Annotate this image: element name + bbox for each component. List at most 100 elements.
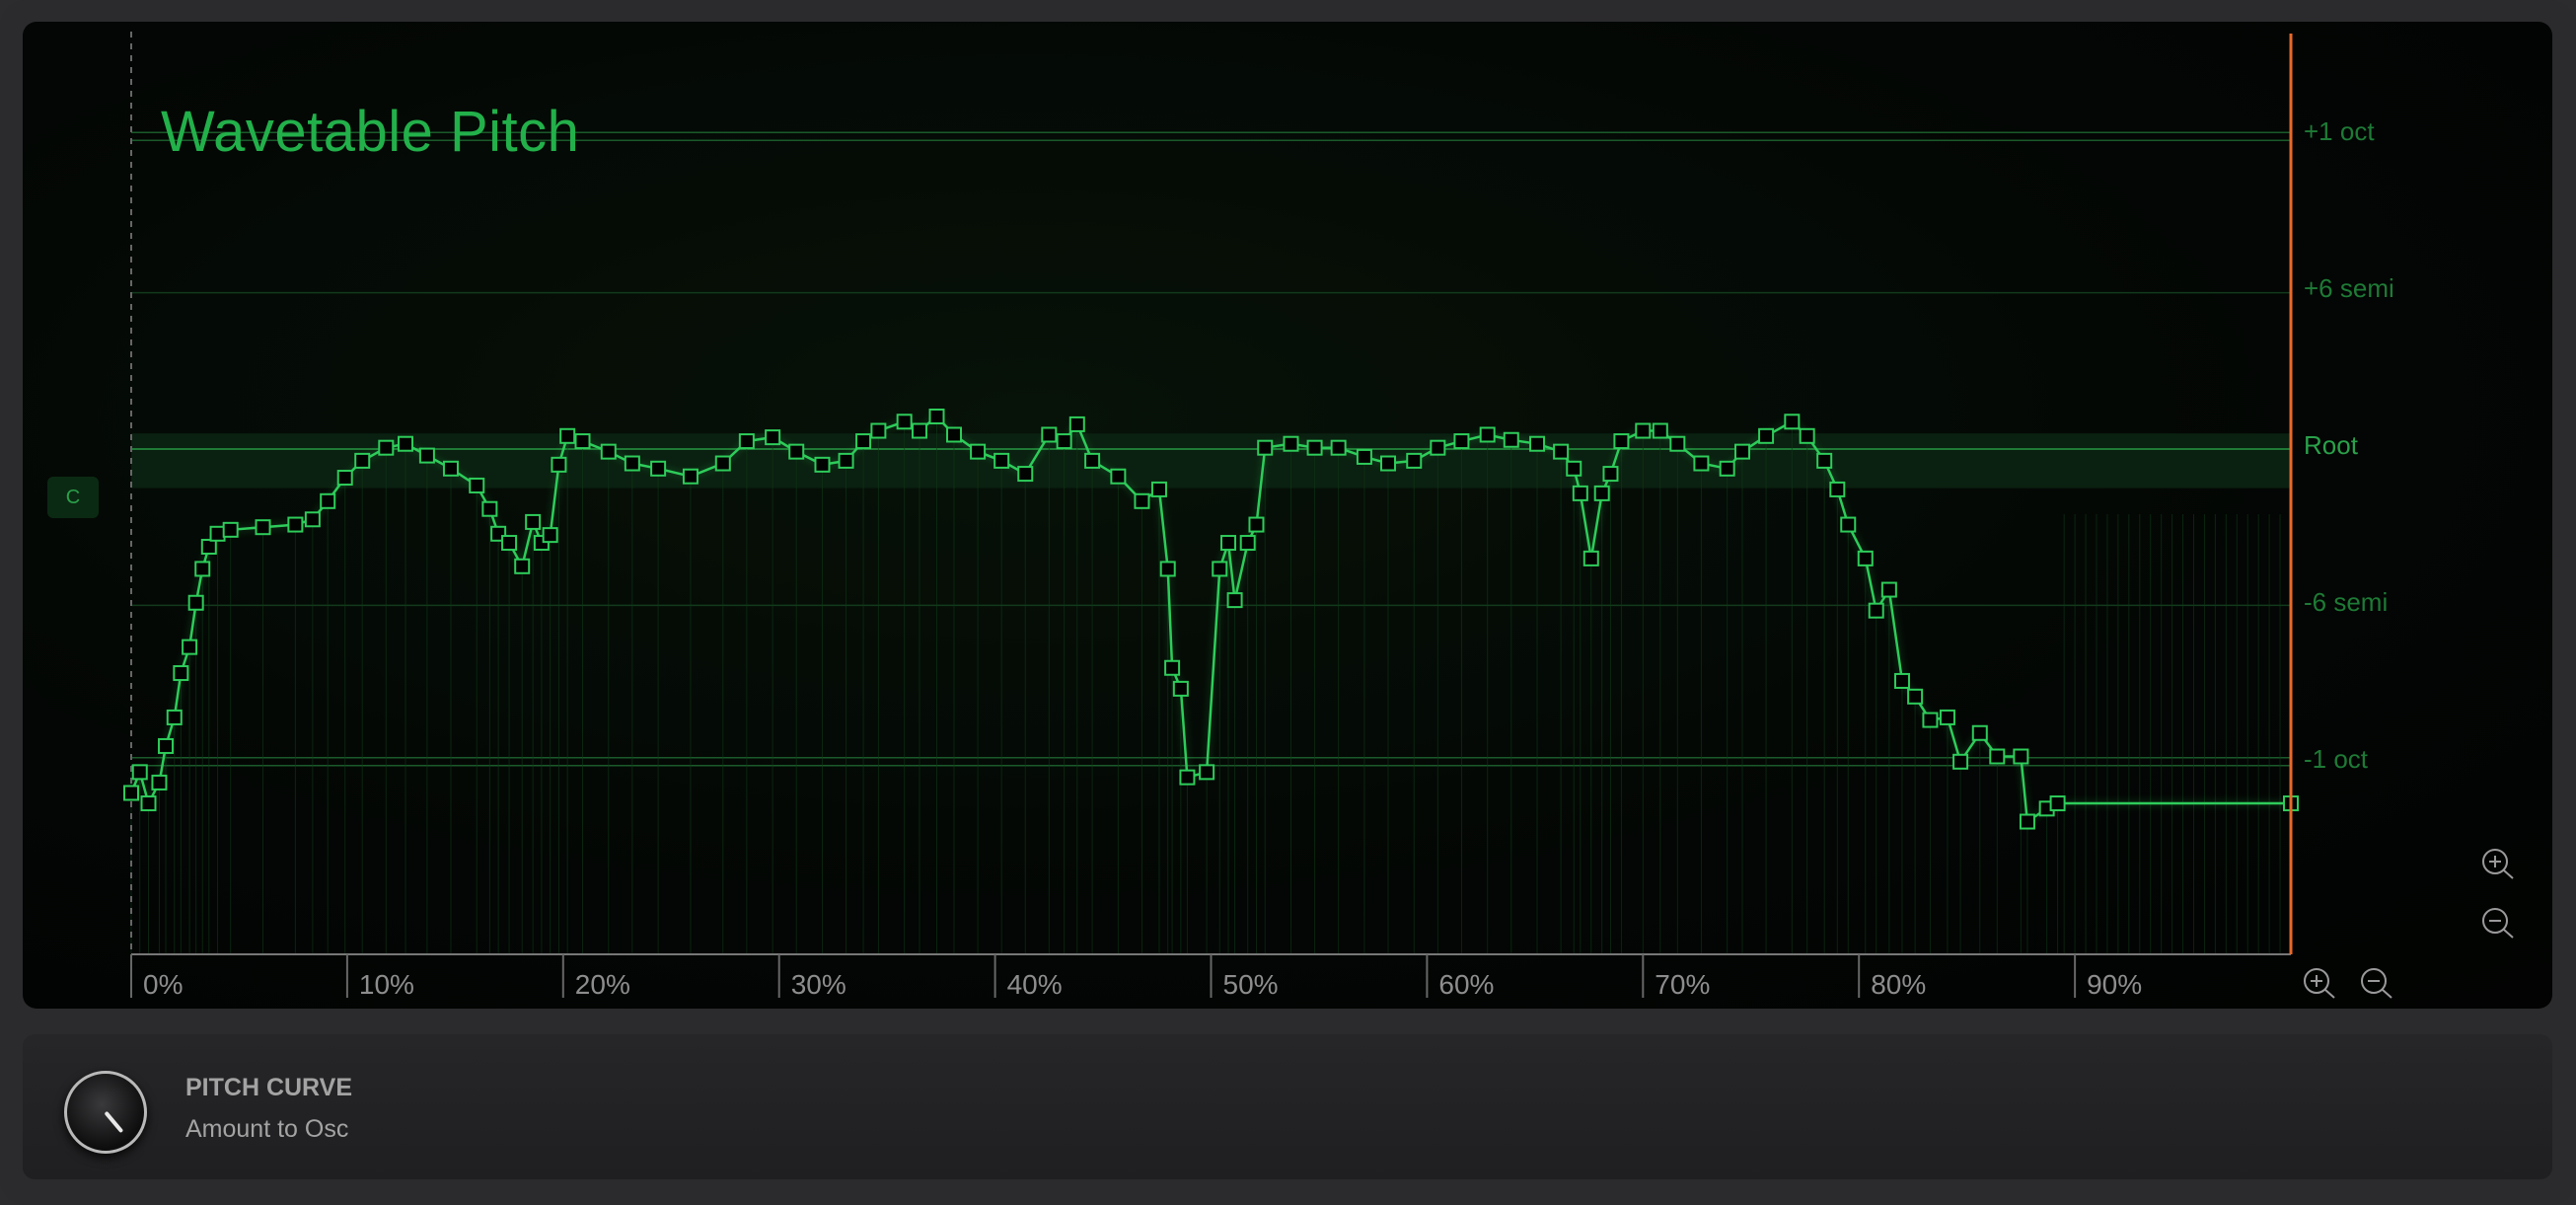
curve-point bbox=[200, 539, 217, 555]
curve-point bbox=[1799, 427, 1815, 444]
x-tick-label: 70% bbox=[1655, 969, 1711, 1000]
curve-point bbox=[1652, 422, 1668, 439]
curve-point bbox=[1840, 516, 1857, 533]
curve-point bbox=[1306, 439, 1323, 456]
curve-point bbox=[1784, 414, 1801, 430]
curve-point bbox=[624, 455, 640, 472]
curve-point bbox=[182, 639, 198, 655]
curve-point bbox=[1379, 455, 1396, 472]
curve-point bbox=[1907, 688, 1924, 705]
curve-point bbox=[1406, 452, 1423, 469]
curve-point bbox=[1179, 769, 1196, 786]
curve-point bbox=[1110, 468, 1127, 485]
curve-point bbox=[418, 447, 435, 464]
curve-point bbox=[398, 435, 414, 452]
curve-point bbox=[1084, 452, 1101, 469]
curve-point bbox=[378, 439, 395, 456]
y-label-minus-semi: -6 semi bbox=[2304, 587, 2389, 617]
curve-point bbox=[650, 460, 667, 477]
x-tick-label: 10% bbox=[358, 969, 414, 1000]
curve-point bbox=[158, 737, 175, 754]
key-button[interactable]: C bbox=[47, 477, 99, 518]
curve-point bbox=[140, 795, 157, 812]
curve-point bbox=[1150, 481, 1167, 497]
curve-point bbox=[123, 785, 139, 801]
curve-point bbox=[131, 764, 148, 781]
curve-point bbox=[2019, 813, 2035, 830]
curve-point bbox=[814, 456, 831, 473]
curve-point bbox=[946, 426, 963, 443]
curve-point bbox=[287, 516, 304, 533]
curve-point bbox=[1971, 724, 1988, 741]
curve-point bbox=[682, 468, 699, 485]
curve-point bbox=[1430, 439, 1446, 456]
curve-point bbox=[738, 433, 755, 450]
curve-point bbox=[1880, 581, 1897, 598]
curve-point bbox=[970, 443, 987, 460]
curve-point bbox=[1212, 561, 1228, 577]
curve-point bbox=[304, 511, 321, 528]
curve-point bbox=[2013, 748, 2029, 765]
curve-point bbox=[166, 709, 183, 725]
curve-point bbox=[1719, 460, 1735, 477]
curve-point bbox=[1635, 422, 1652, 439]
curve-point bbox=[542, 527, 558, 544]
curve-point bbox=[1248, 516, 1265, 533]
pitch-display: Wavetable Pitch C +1 oct +6 semi Root -6… bbox=[23, 22, 2552, 1009]
zoom-in-icon[interactable] bbox=[2478, 845, 2518, 884]
curve-point bbox=[194, 561, 211, 577]
curve-point bbox=[1602, 466, 1619, 483]
curve-point bbox=[1226, 592, 1243, 609]
zoom-in-horizontal-icon[interactable] bbox=[2300, 964, 2339, 1004]
zoom-out-icon[interactable] bbox=[2478, 904, 2518, 943]
curve-point bbox=[559, 427, 576, 444]
curve-point bbox=[525, 513, 542, 530]
curve-point bbox=[1613, 433, 1630, 450]
y-label-plus-oct: +1 oct bbox=[2304, 116, 2375, 146]
curve-point bbox=[1939, 709, 1955, 725]
curve-point bbox=[838, 452, 854, 469]
curve-point bbox=[1159, 561, 1176, 577]
curve-point bbox=[1758, 427, 1775, 444]
curve-point bbox=[1582, 550, 1599, 566]
x-tick-label: 60% bbox=[1438, 969, 1495, 1000]
curve-point bbox=[255, 519, 271, 536]
curve-point bbox=[551, 456, 567, 473]
curve-point bbox=[1239, 535, 1256, 552]
x-tick-label: 40% bbox=[1006, 969, 1063, 1000]
y-label-minus-oct: -1 oct bbox=[2304, 744, 2369, 774]
curve-point bbox=[1572, 485, 1588, 501]
curve-point bbox=[173, 665, 189, 682]
curve-point bbox=[1330, 439, 1347, 456]
curve-point bbox=[1172, 680, 1189, 697]
curve-point bbox=[1733, 443, 1750, 460]
curve-point bbox=[354, 452, 371, 469]
x-tick-label: 30% bbox=[790, 969, 846, 1000]
curve-point bbox=[222, 521, 239, 538]
curve-point bbox=[1220, 535, 1237, 552]
parameter-subtitle: Amount to Osc bbox=[185, 1115, 349, 1143]
curve-point bbox=[1816, 452, 1833, 469]
curve-point bbox=[1257, 439, 1274, 456]
curve-point bbox=[1693, 455, 1710, 472]
pitch-curve-amount-knob[interactable] bbox=[64, 1071, 147, 1154]
curve-point bbox=[209, 525, 226, 542]
pitch-chart[interactable] bbox=[23, 22, 2552, 1009]
curve-point bbox=[896, 414, 913, 430]
curve-point bbox=[442, 460, 459, 477]
x-tick-label: 80% bbox=[1871, 969, 1927, 1000]
parameter-panel: PITCH CURVE Amount to Osc bbox=[23, 1034, 2552, 1179]
curve-point bbox=[870, 422, 887, 439]
curve-point bbox=[481, 500, 498, 517]
zoom-out-horizontal-icon[interactable] bbox=[2357, 964, 2396, 1004]
x-tick-label: 0% bbox=[143, 969, 184, 1000]
curve-point bbox=[1952, 753, 1969, 770]
curve-point bbox=[1134, 492, 1150, 509]
curve-point bbox=[1453, 433, 1470, 450]
curve-point bbox=[1989, 748, 2006, 765]
curve-point bbox=[1868, 602, 1884, 619]
x-tick-label: 50% bbox=[1222, 969, 1279, 1000]
curve-point bbox=[1283, 435, 1299, 452]
y-label-root: Root bbox=[2304, 430, 2358, 460]
curve-point bbox=[1893, 672, 1910, 689]
